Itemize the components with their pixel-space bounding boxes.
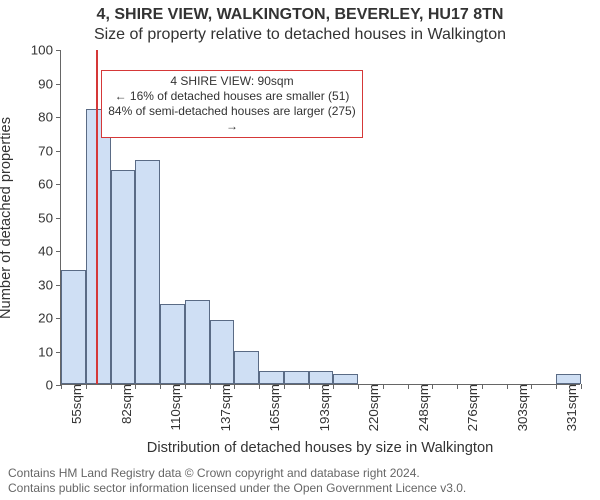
histogram-bar — [210, 320, 235, 384]
annotation-line: 4 SHIRE VIEW: 90sqm — [108, 74, 356, 89]
xtick-label: 220sqm — [362, 384, 381, 431]
xtick-mark — [309, 384, 310, 389]
chart-title-line1: 4, SHIRE VIEW, WALKINGTON, BEVERLEY, HU1… — [0, 6, 600, 24]
xtick-mark — [111, 384, 112, 389]
histogram-bar — [234, 351, 259, 385]
xtick-mark — [457, 384, 458, 389]
xtick-mark — [507, 384, 508, 389]
histogram-bar — [259, 371, 284, 384]
annotation-line: ← 16% of detached houses are smaller (51… — [108, 89, 356, 104]
ytick-label: 10 — [38, 344, 61, 359]
attribution-footer: Contains HM Land Registry data © Crown c… — [8, 466, 466, 496]
xtick-mark — [531, 384, 532, 389]
histogram-bar — [284, 371, 309, 384]
xtick-mark — [185, 384, 186, 389]
ytick-label: 90 — [38, 76, 61, 91]
xtick-label: 248sqm — [412, 384, 431, 431]
histogram-bar — [160, 304, 185, 384]
histogram-bar — [309, 371, 334, 384]
xtick-mark — [86, 384, 87, 389]
xtick-mark — [259, 384, 260, 389]
histogram-bar — [86, 109, 111, 384]
xtick-mark — [333, 384, 334, 389]
xtick-label: 276sqm — [461, 384, 480, 431]
xtick-mark — [408, 384, 409, 389]
ytick-label: 30 — [38, 277, 61, 292]
histogram-bar — [556, 374, 581, 384]
x-axis-label: Distribution of detached houses by size … — [60, 440, 580, 456]
footer-line: Contains public sector information licen… — [8, 481, 466, 496]
xtick-mark — [556, 384, 557, 389]
ytick-label: 40 — [38, 244, 61, 259]
histogram-bar — [333, 374, 358, 384]
xtick-label: 110sqm — [164, 384, 183, 430]
ytick-label: 70 — [38, 143, 61, 158]
ytick-label: 0 — [46, 378, 61, 393]
xtick-mark — [135, 384, 136, 389]
xtick-label: 303sqm — [511, 384, 530, 431]
ytick-label: 60 — [38, 177, 61, 192]
xtick-mark — [432, 384, 433, 389]
xtick-mark — [210, 384, 211, 389]
ytick-label: 80 — [38, 110, 61, 125]
ytick-label: 50 — [38, 210, 61, 225]
histogram-bar — [185, 300, 210, 384]
xtick-mark — [284, 384, 285, 389]
footer-line: Contains HM Land Registry data © Crown c… — [8, 466, 466, 481]
ytick-label: 100 — [31, 43, 61, 58]
xtick-mark — [581, 384, 582, 389]
xtick-label: 193sqm — [313, 384, 332, 431]
xtick-label: 331sqm — [560, 384, 579, 431]
chart-title-line2: Size of property relative to detached ho… — [0, 26, 600, 44]
xtick-label: 82sqm — [115, 384, 134, 424]
annotation-box: 4 SHIRE VIEW: 90sqm← 16% of detached hou… — [101, 70, 363, 138]
xtick-mark — [234, 384, 235, 389]
xtick-mark — [482, 384, 483, 389]
histogram-bar — [111, 170, 136, 384]
xtick-mark — [383, 384, 384, 389]
xtick-mark — [61, 384, 62, 389]
y-axis-label: Number of detached properties — [0, 116, 14, 318]
reference-line — [96, 50, 98, 384]
ytick-label: 20 — [38, 311, 61, 326]
histogram-bar — [135, 160, 160, 384]
plot-area: 010203040506070809010055sqm82sqm110sqm13… — [60, 50, 580, 385]
xtick-label: 137sqm — [214, 384, 233, 431]
annotation-line: 84% of semi-detached houses are larger (… — [108, 104, 356, 134]
xtick-mark — [358, 384, 359, 389]
xtick-mark — [160, 384, 161, 389]
xtick-label: 165sqm — [263, 384, 282, 431]
histogram-bar — [61, 270, 86, 384]
xtick-label: 55sqm — [65, 384, 84, 424]
